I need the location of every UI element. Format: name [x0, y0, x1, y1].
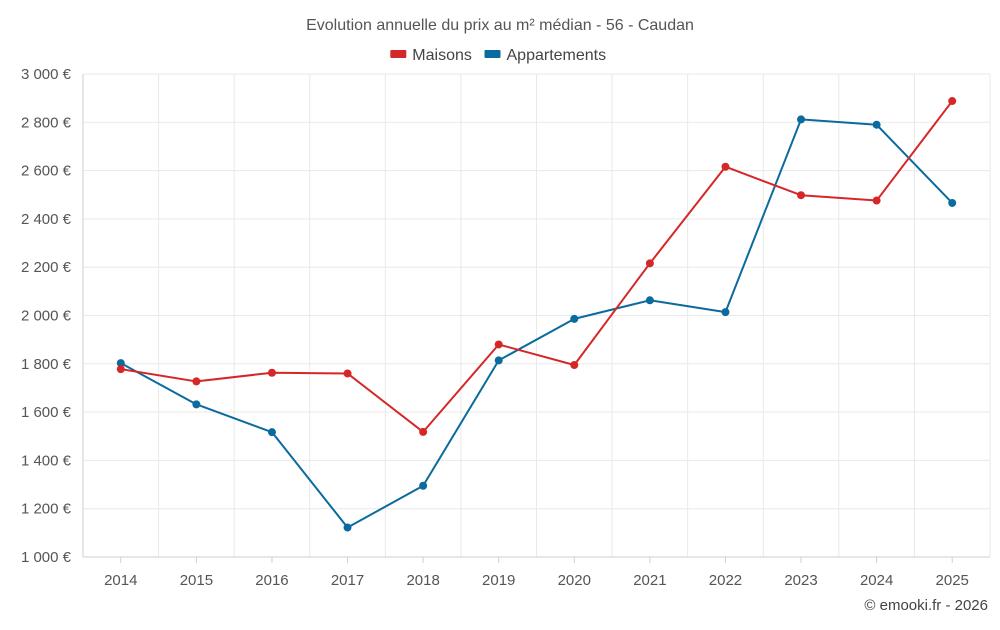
y-tick-label: 2 000 € [21, 308, 72, 325]
legend-label-appartements: Appartements [507, 47, 607, 64]
data-point-maisons[interactable] [645, 259, 654, 268]
data-point-appartements[interactable] [797, 115, 806, 124]
legend-swatch-maisons [390, 50, 407, 58]
data-point-appartements[interactable] [872, 120, 881, 129]
legend-item-appartements[interactable]: Appartements [484, 47, 607, 64]
data-point-appartements[interactable] [116, 359, 125, 368]
legend-swatch-appartements [484, 50, 501, 58]
legend-label-maisons: Maisons [412, 47, 472, 64]
x-tick-label: 2021 [633, 572, 666, 589]
data-point-appartements[interactable] [192, 400, 201, 409]
data-point-appartements[interactable] [948, 198, 957, 207]
x-tick-label: 2020 [558, 572, 591, 589]
data-point-appartements[interactable] [721, 308, 730, 317]
series-layer [116, 97, 957, 532]
y-tick-label: 2 200 € [21, 259, 72, 276]
x-tick-label: 2022 [709, 572, 742, 589]
data-point-appartements[interactable] [343, 523, 352, 532]
axes: 1 000 € 1 200 € 1 400 € 1 600 € 1 800 € 2 000… [21, 66, 990, 589]
data-point-maisons[interactable] [721, 162, 730, 171]
x-tick-label: 2023 [784, 572, 817, 589]
credit-text: © emooki.fr - 2026 [864, 597, 988, 614]
y-tick-label: 2 800 € [21, 114, 72, 131]
x-tick-label: 2018 [406, 572, 439, 589]
y-tick-label: 1 600 € [21, 404, 72, 421]
x-tick-label: 2016 [255, 572, 288, 589]
data-point-appartements[interactable] [645, 296, 654, 305]
series-appartements [116, 115, 957, 532]
x-tick-label: 2019 [482, 572, 515, 589]
grid [83, 73, 991, 557]
y-tick-label: 2 400 € [21, 211, 72, 228]
series-line-appartements [120, 118, 953, 529]
y-tick-label: 1 000 € [21, 549, 72, 566]
x-tick-label: 2024 [860, 572, 893, 589]
data-point-maisons[interactable] [570, 361, 579, 370]
y-tick-label: 2 600 € [21, 163, 72, 180]
data-point-maisons[interactable] [267, 368, 276, 377]
series-line-maisons [120, 100, 954, 433]
data-point-maisons[interactable] [872, 196, 881, 205]
chart-title: Evolution annuelle du prix au m² médian … [306, 17, 694, 34]
y-tick-label: 1 400 € [21, 452, 72, 469]
y-tick-label: 1 200 € [21, 501, 72, 518]
data-point-maisons[interactable] [116, 365, 125, 374]
data-point-maisons[interactable] [192, 377, 201, 386]
x-tick-label: 2014 [104, 572, 137, 589]
data-point-appartements[interactable] [267, 428, 276, 437]
y-tick-label: 3 000 € [21, 66, 72, 83]
x-tick-label: 2015 [180, 572, 213, 589]
x-tick-label: 2025 [936, 572, 969, 589]
data-point-appartements[interactable] [494, 356, 503, 365]
legend: Maisons Appartements [390, 47, 606, 64]
data-point-appartements[interactable] [419, 481, 428, 490]
data-point-maisons[interactable] [419, 427, 428, 436]
legend-item-maisons[interactable]: Maisons [390, 47, 472, 64]
data-point-appartements[interactable] [570, 314, 579, 323]
series-maisons [116, 97, 957, 436]
x-tick-label: 2017 [331, 572, 364, 589]
data-point-maisons[interactable] [797, 191, 806, 200]
data-point-maisons[interactable] [494, 340, 503, 349]
data-point-maisons[interactable] [343, 369, 352, 378]
y-tick-label: 1 800 € [21, 356, 72, 373]
data-point-maisons[interactable] [948, 97, 957, 106]
